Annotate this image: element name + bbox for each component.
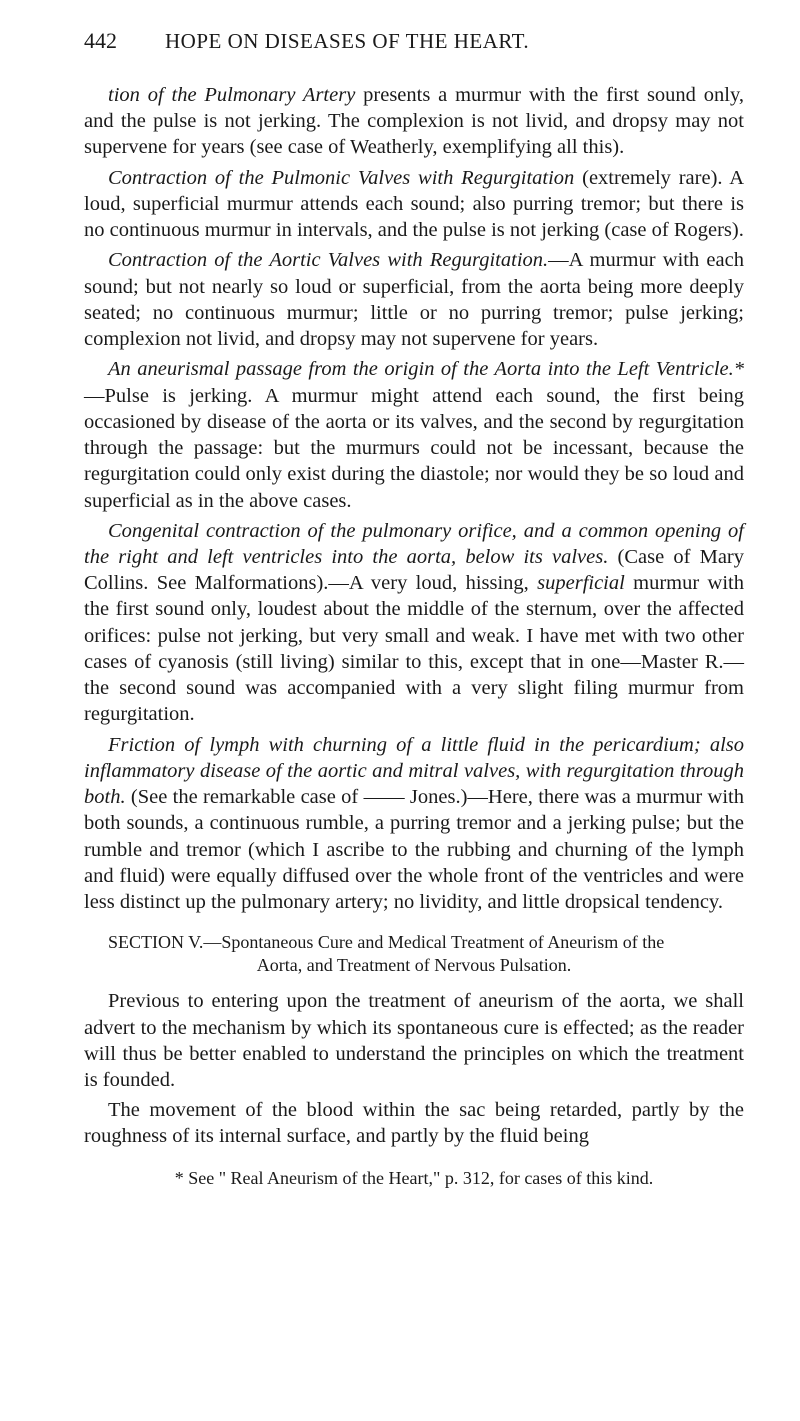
body-text: tion of the Pulmonary Artery presents a … <box>84 82 744 1189</box>
para2-italic: Contraction of the Pulmonic Valves with … <box>108 167 574 189</box>
paragraph-1: tion of the Pulmonary Artery presents a … <box>84 82 744 161</box>
section-line-2: Aorta, and Treatment of Nervous Pulsatio… <box>84 954 744 977</box>
para5-rest: murmur with the first sound only, loudes… <box>84 572 744 725</box>
para1-italic: tion of the Pulmonary Artery <box>108 84 355 106</box>
section-line-1: SECTION V.—Spontaneous Cure and Medical … <box>84 931 744 954</box>
para3-italic: Contraction of the Aortic Valves with Re… <box>108 249 548 271</box>
running-title: HOPE ON DISEASES OF THE HEART. <box>165 29 529 54</box>
para8-text: The movement of the blood within the sac… <box>84 1099 744 1147</box>
page-number: 442 <box>84 28 117 54</box>
page-header: 442 HOPE ON DISEASES OF THE HEART. <box>84 28 744 54</box>
paragraph-3: Contraction of the Aortic Valves with Re… <box>84 247 744 352</box>
para7-text: Previous to entering upon the treatment … <box>84 990 744 1091</box>
para4-italic: An aneurismal passage from the origin of… <box>108 358 744 380</box>
section-heading: SECTION V.—Spontaneous Cure and Medical … <box>84 931 744 976</box>
para5-italic2: superficial <box>537 572 625 594</box>
paragraph-4: An aneurismal passage from the origin of… <box>84 356 744 513</box>
footnote: * See " Real Aneurism of the Heart," p. … <box>84 1168 744 1189</box>
paragraph-5: Congenital contraction of the pulmonary … <box>84 518 744 728</box>
paragraph-7: Previous to entering upon the treatment … <box>84 988 744 1093</box>
para6-rest: (See the remarkable case of —— Jones.)—H… <box>84 786 744 913</box>
para4-rest: —Pulse is jerking. A murmur might attend… <box>84 385 744 512</box>
paragraph-8: The movement of the blood within the sac… <box>84 1097 744 1149</box>
footnote-text: * See " Real Aneurism of the Heart," p. … <box>175 1168 654 1188</box>
page-container: 442 HOPE ON DISEASES OF THE HEART. tion … <box>0 0 800 1421</box>
paragraph-6: Friction of lymph with churning of a lit… <box>84 732 744 916</box>
paragraph-2: Contraction of the Pulmonic Valves with … <box>84 165 744 244</box>
